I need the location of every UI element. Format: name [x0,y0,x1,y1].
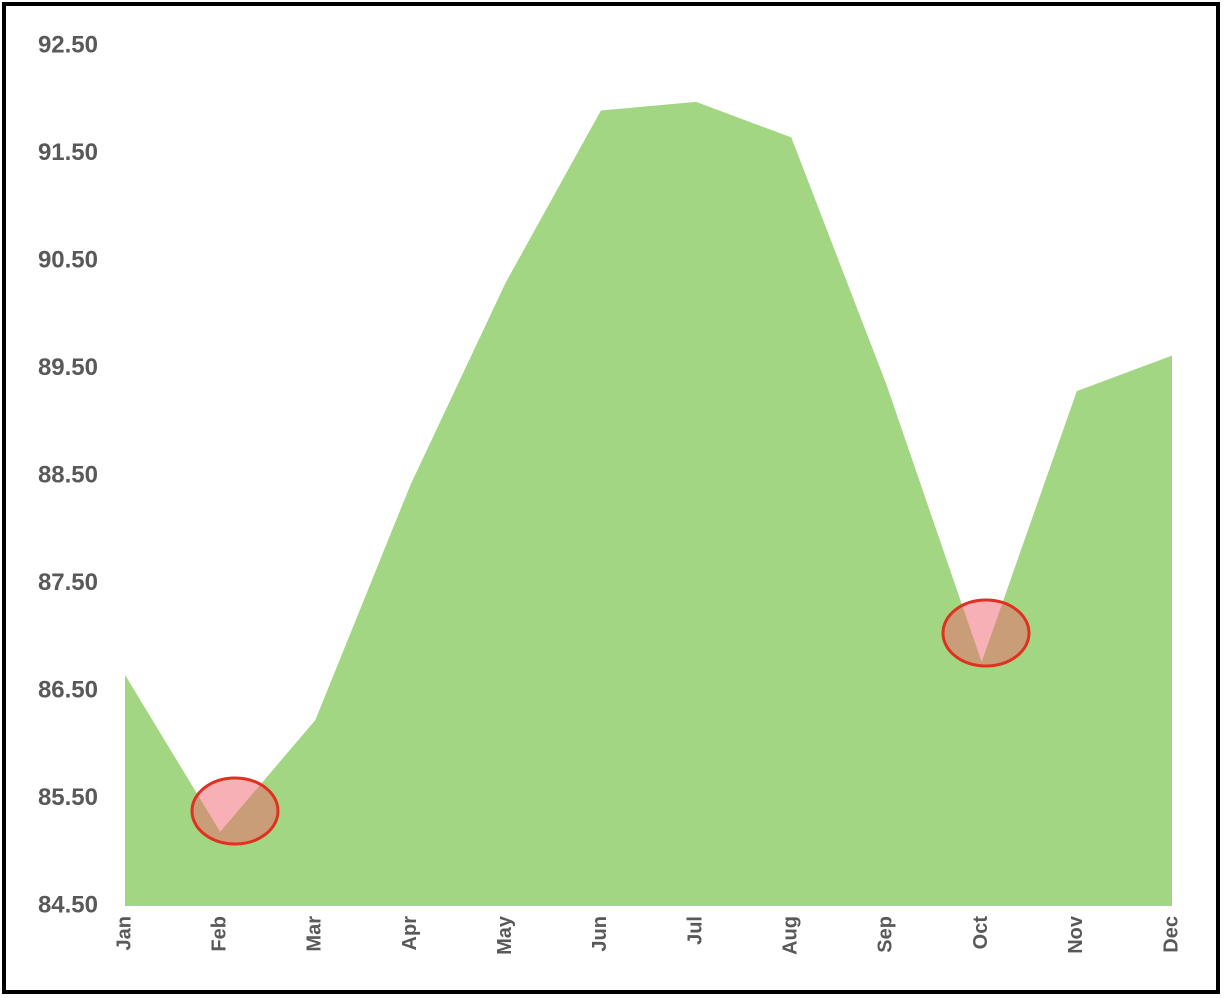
y-tick-label: 89.50 [38,354,98,381]
x-tick-label: Dec [1160,916,1182,953]
x-tick-label: May [494,915,516,955]
x-tick-label: Jun [589,916,611,952]
highlights [190,598,1031,846]
x-tick-label: Jan [113,916,135,950]
y-tick-label: 84.50 [38,891,98,918]
highlight-circle [941,598,1031,668]
y-tick-label: 90.50 [38,246,98,273]
area [125,101,1172,906]
plot-area: 84.50 85.50 86.50 87.50 88.50 89.50 90.50 91.50… [38,31,1182,955]
x-tick-label: Oct [970,916,992,950]
x-tick-label: Apr [399,916,421,951]
y-tick-label: 85.50 [38,784,98,811]
x-tick-label: Jul [684,916,706,945]
x-tick-label: Aug [780,916,802,955]
y-tick-label: 92.50 [38,31,98,58]
y-tick-label: 91.50 [38,139,98,166]
x-tick-label: Nov [1065,915,1087,954]
x-tick-label: Feb [208,916,230,952]
y-tick-label: 88.50 [38,461,98,488]
highlight-circle [190,776,280,846]
y-tick-label: 87.50 [38,569,98,596]
x-tick-label: Sep [875,916,897,953]
y-tick-label: 86.50 [38,676,98,703]
x-tick-label: Mar [304,916,326,952]
